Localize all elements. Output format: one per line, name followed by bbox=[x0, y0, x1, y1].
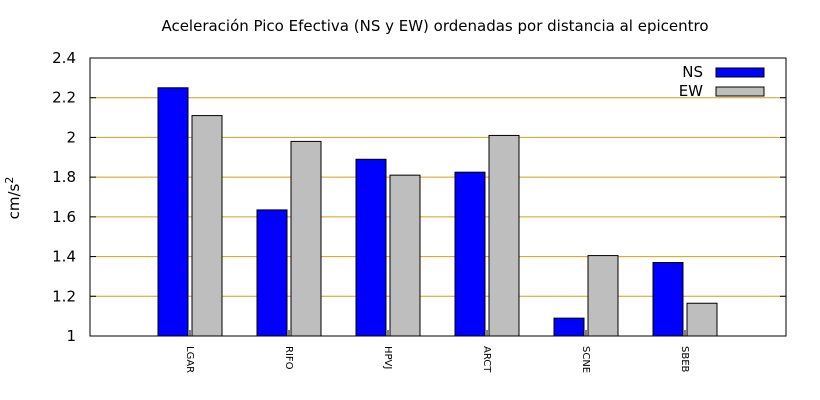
chart-title: Aceleración Pico Efectiva (NS y EW) orde… bbox=[161, 17, 708, 35]
bar-ns-rifo bbox=[256, 209, 288, 337]
x-tick-label: LGAR bbox=[184, 346, 195, 373]
bar-ew-sbeb bbox=[686, 302, 718, 337]
y-tick-label: 1.2 bbox=[52, 287, 76, 305]
y-axis-label-exponent: 2 bbox=[3, 177, 16, 184]
y-axis-label: cm/s2 bbox=[3, 177, 23, 220]
bar-ns-hpvj bbox=[355, 158, 387, 337]
bar-ew-scne bbox=[587, 255, 619, 337]
x-tick-label: SBEB bbox=[679, 346, 690, 373]
plot-frame bbox=[89, 57, 787, 337]
legend-label-ew: EW bbox=[679, 82, 703, 100]
axes: 1 1.2 1.4 1.6 1.8 2 2.2 2.4 LGAR RIFO HPVJ ARCT SCNE… bbox=[52, 49, 786, 373]
bar-ew-lgar bbox=[191, 115, 223, 337]
legend-label-ns: NS bbox=[682, 63, 703, 81]
bar-ew-rifo bbox=[290, 140, 322, 337]
x-tick-label: RIFO bbox=[283, 346, 294, 370]
y-tick-label: 1.4 bbox=[52, 248, 76, 266]
bar-ew-hpvj bbox=[389, 174, 421, 337]
y-tick-label: 1.8 bbox=[52, 168, 76, 186]
bar-ew-arct bbox=[488, 134, 520, 337]
bar-ns-arct bbox=[454, 171, 486, 337]
legend-swatch-ew bbox=[715, 86, 765, 97]
y-tick-label: 1.6 bbox=[52, 208, 76, 226]
x-tick-label: SCNE bbox=[580, 346, 591, 373]
y-tick-label: 2.2 bbox=[52, 89, 76, 107]
y-tick-label: 1 bbox=[66, 327, 76, 345]
bars bbox=[157, 87, 718, 337]
y-tick-label: 2.4 bbox=[52, 49, 76, 67]
bar-ns-sbeb bbox=[652, 262, 684, 337]
x-tick-label: ARCT bbox=[481, 346, 492, 373]
bar-ns-scne bbox=[553, 317, 585, 337]
bar-ns-lgar bbox=[157, 87, 189, 337]
y-tick-label: 2 bbox=[66, 128, 76, 146]
y-axis-label-unit: cm/s bbox=[5, 183, 23, 219]
legend-swatch-ns bbox=[715, 67, 765, 78]
x-tick-label: HPVJ bbox=[382, 346, 393, 369]
